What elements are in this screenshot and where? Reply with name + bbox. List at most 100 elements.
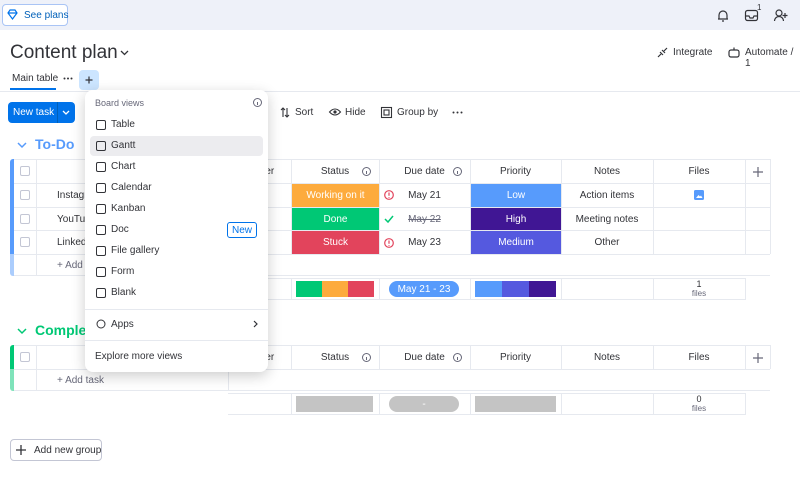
due-date[interactable]: May 22 — [408, 213, 441, 225]
cell-divider — [291, 159, 292, 183]
status-cell[interactable]: Stuck — [292, 231, 379, 255]
group-color-bar — [10, 254, 14, 277]
group-chevron — [17, 328, 27, 335]
apps-item[interactable]: Apps — [111, 319, 134, 330]
tab-menu-icon[interactable] — [63, 77, 73, 80]
cell-divider — [561, 278, 562, 301]
add-column-icon — [753, 353, 763, 363]
column-header: Files — [688, 351, 710, 363]
cell-divider — [745, 278, 746, 301]
bell-icon[interactable] — [717, 9, 729, 22]
menu-item[interactable]: Table — [111, 119, 135, 130]
checkbox[interactable] — [20, 352, 30, 362]
cell-divider — [36, 254, 37, 277]
explore-item[interactable]: Explore more views — [95, 351, 183, 362]
cell-divider — [379, 278, 380, 301]
apps-icon — [96, 319, 106, 329]
menu-item[interactable]: Doc — [111, 224, 129, 235]
cell-divider — [561, 393, 562, 415]
overdue-icon — [384, 190, 394, 201]
more-icon[interactable] — [452, 111, 463, 114]
menu-item[interactable]: Calendar — [111, 182, 152, 193]
priority-cell[interactable]: High — [471, 207, 561, 231]
add-column-icon — [753, 167, 763, 177]
board-title[interactable]: Content plan — [10, 42, 118, 63]
cell-divider — [36, 345, 37, 369]
notes-cell[interactable]: Other — [594, 237, 620, 249]
inbox-icon[interactable] — [744, 9, 759, 22]
menu-item[interactable]: Form — [111, 266, 135, 277]
status-summary-segment — [322, 281, 348, 298]
notes-cell[interactable]: Action items — [579, 189, 635, 201]
item-name[interactable]: LinkedIn — [57, 237, 95, 249]
menu-item[interactable]: Blank — [111, 287, 137, 298]
title-chevron[interactable] — [120, 50, 129, 56]
new-task-chevron[interactable] — [62, 110, 70, 115]
priority-summary-segment — [475, 281, 502, 298]
column-header: Status — [320, 351, 350, 363]
see-plans-button[interactable]: See plans — [2, 4, 68, 26]
cell-divider — [379, 206, 380, 231]
cell-divider — [291, 393, 292, 415]
row-border — [14, 345, 770, 369]
cell-divider — [470, 206, 471, 231]
checkbox[interactable] — [20, 237, 30, 248]
add-group-button[interactable]: Add new group — [10, 439, 102, 461]
item-name[interactable]: Instagram — [57, 189, 102, 201]
priority-cell[interactable]: Low — [471, 184, 561, 207]
due-date[interactable]: May 23 — [408, 237, 441, 249]
files-label: files — [691, 288, 707, 298]
add-view-plus — [85, 76, 93, 84]
menu-item[interactable]: Chart — [111, 161, 136, 172]
add-group-plus — [16, 445, 26, 455]
cell-divider — [561, 159, 562, 183]
priority-summary-segment — [529, 281, 556, 298]
checkbox[interactable] — [20, 213, 30, 224]
group-by-icon — [380, 106, 393, 119]
group-by-button[interactable]: Group by — [397, 107, 439, 118]
column-header: Due date — [404, 165, 445, 177]
cell-divider — [770, 206, 771, 231]
cell-divider — [653, 230, 654, 255]
hide-button[interactable]: Hide — [345, 107, 366, 118]
integrate-button[interactable]: Integrate — [673, 47, 713, 58]
main-table-tab[interactable]: Main table — [12, 73, 59, 84]
new-task-button[interactable]: New task — [8, 102, 75, 123]
cell-divider — [379, 345, 380, 369]
cell-divider — [379, 230, 380, 255]
cell-divider — [470, 345, 471, 369]
checkbox[interactable] — [20, 189, 30, 200]
automate-button[interactable]: Automate / 1 — [745, 47, 794, 69]
checkbox[interactable] — [20, 166, 30, 176]
invite-icon[interactable] — [773, 9, 788, 22]
cell-divider — [561, 230, 562, 255]
column-header: Notes — [593, 165, 621, 177]
cell-divider — [291, 230, 292, 255]
due-date[interactable]: May 21 — [408, 189, 441, 201]
cell-divider — [291, 183, 292, 207]
cell-divider — [36, 183, 37, 207]
due-date-summary: May 21 - 23 — [389, 281, 459, 298]
due-date-summary: - — [389, 396, 459, 412]
menu-item[interactable]: File gallery — [111, 245, 160, 256]
add-task[interactable]: + Add task — [57, 259, 104, 271]
cell-divider — [745, 183, 746, 207]
priority-cell[interactable]: Medium — [471, 231, 561, 255]
files-count: 0 — [696, 394, 702, 404]
cell-divider — [36, 206, 37, 231]
menu-item[interactable]: Gantt — [111, 140, 136, 151]
status-cell[interactable]: Working on it — [292, 184, 379, 207]
group-title[interactable]: To-Do — [35, 136, 75, 152]
overdue-icon — [384, 237, 394, 248]
notes-cell[interactable]: Meeting notes — [575, 213, 639, 225]
cell-divider — [745, 393, 746, 415]
status-cell[interactable]: Done — [292, 207, 379, 231]
item-name[interactable]: YouTube — [57, 213, 97, 225]
menu-divider — [85, 309, 268, 310]
cell-divider — [291, 278, 292, 301]
sort-button[interactable]: Sort — [295, 107, 314, 118]
add-task[interactable]: + Add task — [57, 374, 104, 386]
row-border — [14, 369, 770, 391]
menu-info-icon[interactable] — [253, 98, 262, 107]
menu-item[interactable]: Kanban — [111, 203, 146, 214]
